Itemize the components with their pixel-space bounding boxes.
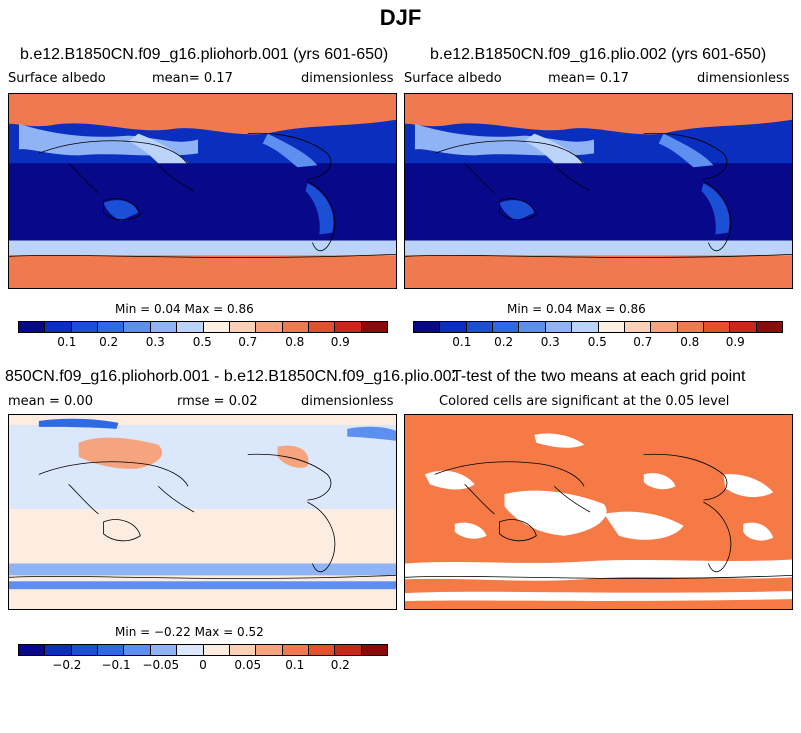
colorbar-swatch bbox=[282, 322, 309, 332]
panel3-tick: 0.1 bbox=[285, 658, 305, 672]
colorbar-swatch bbox=[335, 645, 362, 655]
colorbar-swatch bbox=[756, 322, 783, 332]
colorbar-swatch bbox=[598, 322, 625, 332]
colorbar-swatch bbox=[124, 322, 151, 332]
colorbar-swatch bbox=[150, 322, 178, 332]
colorbar-swatch bbox=[71, 645, 99, 655]
colorbar-swatch bbox=[229, 322, 257, 332]
panel2-mean-label: mean= 0.17 bbox=[548, 71, 629, 86]
panel2-minmax: Min = 0.04 Max = 0.86 bbox=[507, 302, 646, 316]
colorbar-swatch bbox=[282, 645, 309, 655]
panel1-tick: 0.9 bbox=[330, 335, 350, 349]
panel2-units-label: dimensionless bbox=[697, 71, 790, 86]
panel3-colorbar bbox=[18, 644, 388, 656]
colorbar-swatch bbox=[361, 645, 388, 655]
colorbar-swatch bbox=[730, 322, 757, 332]
panel4-map bbox=[404, 414, 793, 610]
panel4-subtitle: Colored cells are significant at the 0.0… bbox=[439, 394, 730, 409]
colorbar-swatch bbox=[466, 322, 494, 332]
colorbar-swatch bbox=[545, 322, 573, 332]
colorbar-swatch bbox=[177, 645, 204, 655]
panel1-minmax: Min = 0.04 Max = 0.86 bbox=[115, 302, 254, 316]
colorbar-swatch bbox=[256, 322, 283, 332]
colorbar-swatch bbox=[677, 322, 704, 332]
panel1-tick: 0.5 bbox=[192, 335, 212, 349]
panel3-rmse-label: rmse = 0.02 bbox=[177, 394, 258, 409]
colorbar-swatch bbox=[124, 645, 151, 655]
panel4-map-plot bbox=[405, 415, 792, 609]
panel3-map-plot bbox=[9, 415, 396, 609]
colorbar-swatch bbox=[624, 322, 652, 332]
colorbar-swatch bbox=[308, 322, 336, 332]
colorbar-swatch bbox=[256, 645, 283, 655]
panel1-mean-label: mean= 0.17 bbox=[152, 71, 233, 86]
panel3-tick: 0.2 bbox=[330, 658, 350, 672]
panel2-colorbar bbox=[413, 321, 783, 333]
panel2-colorbar-ticks: 0.1 0.2 0.3 0.5 0.7 0.8 0.9 bbox=[413, 335, 783, 351]
panel2-tick: 0.8 bbox=[680, 335, 700, 349]
panel3-colorbar-ticks: −0.2 −0.1 −0.05 0 0.05 0.1 0.2 bbox=[18, 658, 388, 674]
panel3-tick: 0 bbox=[199, 658, 207, 672]
panel2-tick: 0.1 bbox=[452, 335, 472, 349]
panel1-title: b.e12.B1850CN.f09_g16.pliohorb.001 (yrs … bbox=[20, 46, 389, 63]
panel2-variable-label: Surface albedo bbox=[404, 71, 502, 86]
panel1-map bbox=[8, 93, 397, 289]
panel3-tick: −0.1 bbox=[101, 658, 131, 672]
colorbar-swatch bbox=[414, 322, 441, 332]
panel1-units-label: dimensionless bbox=[301, 71, 394, 86]
colorbar-swatch bbox=[440, 322, 467, 332]
panel3-tick: 0.05 bbox=[234, 658, 262, 672]
panel3-tick: −0.2 bbox=[52, 658, 82, 672]
panel2-title: b.e12.B1850CN.f09_g16.plio.002 (yrs 601-… bbox=[430, 46, 767, 63]
panel1-colorbar-ticks: 0.1 0.2 0.3 0.5 0.7 0.8 0.9 bbox=[18, 335, 388, 351]
panel3-mean-label: mean = 0.00 bbox=[8, 394, 93, 409]
panel1-colorbar bbox=[18, 321, 388, 333]
colorbar-swatch bbox=[572, 322, 599, 332]
panel3-tick: −0.05 bbox=[142, 658, 180, 672]
colorbar-swatch bbox=[98, 322, 125, 332]
colorbar-swatch bbox=[651, 322, 678, 332]
panel2-tick: 0.9 bbox=[725, 335, 745, 349]
colorbar-swatch bbox=[150, 645, 178, 655]
colorbar-swatch bbox=[45, 645, 72, 655]
panel2-map bbox=[404, 93, 793, 289]
colorbar-swatch bbox=[203, 645, 230, 655]
colorbar-swatch bbox=[335, 322, 362, 332]
colorbar-swatch bbox=[19, 645, 46, 655]
colorbar-swatch bbox=[177, 322, 204, 332]
panel1-variable-label: Surface albedo bbox=[8, 71, 106, 86]
panel2-tick: 0.2 bbox=[494, 335, 514, 349]
colorbar-swatch bbox=[703, 322, 731, 332]
colorbar-swatch bbox=[203, 322, 230, 332]
panel2-tick: 0.7 bbox=[633, 335, 653, 349]
colorbar-swatch bbox=[493, 322, 520, 332]
panel3-title: 850CN.f09_g16.pliohorb.001 - b.e12.B1850… bbox=[5, 368, 455, 385]
panel2-tick: 0.5 bbox=[587, 335, 607, 349]
colorbar-swatch bbox=[308, 645, 336, 655]
colorbar-swatch bbox=[229, 645, 257, 655]
panel2-tick: 0.3 bbox=[540, 335, 560, 349]
figure-title: DJF bbox=[379, 5, 422, 30]
panel2-map-plot bbox=[405, 94, 792, 288]
panel1-tick: 0.3 bbox=[145, 335, 165, 349]
panel4-title: T-test of the two means at each grid poi… bbox=[452, 368, 746, 385]
panel1-map-plot bbox=[9, 94, 396, 288]
colorbar-swatch bbox=[19, 322, 46, 332]
colorbar-swatch bbox=[361, 322, 388, 332]
colorbar-swatch bbox=[519, 322, 546, 332]
panel1-tick: 0.1 bbox=[57, 335, 77, 349]
panel3-units-label: dimensionless bbox=[301, 394, 394, 409]
panel1-tick: 0.8 bbox=[285, 335, 305, 349]
panel3-minmax: Min = −0.22 Max = 0.52 bbox=[115, 625, 264, 639]
panel1-tick: 0.7 bbox=[238, 335, 258, 349]
panel1-tick: 0.2 bbox=[99, 335, 119, 349]
colorbar-swatch bbox=[45, 322, 72, 332]
colorbar-swatch bbox=[98, 645, 125, 655]
panel3-map bbox=[8, 414, 397, 610]
colorbar-swatch bbox=[71, 322, 99, 332]
